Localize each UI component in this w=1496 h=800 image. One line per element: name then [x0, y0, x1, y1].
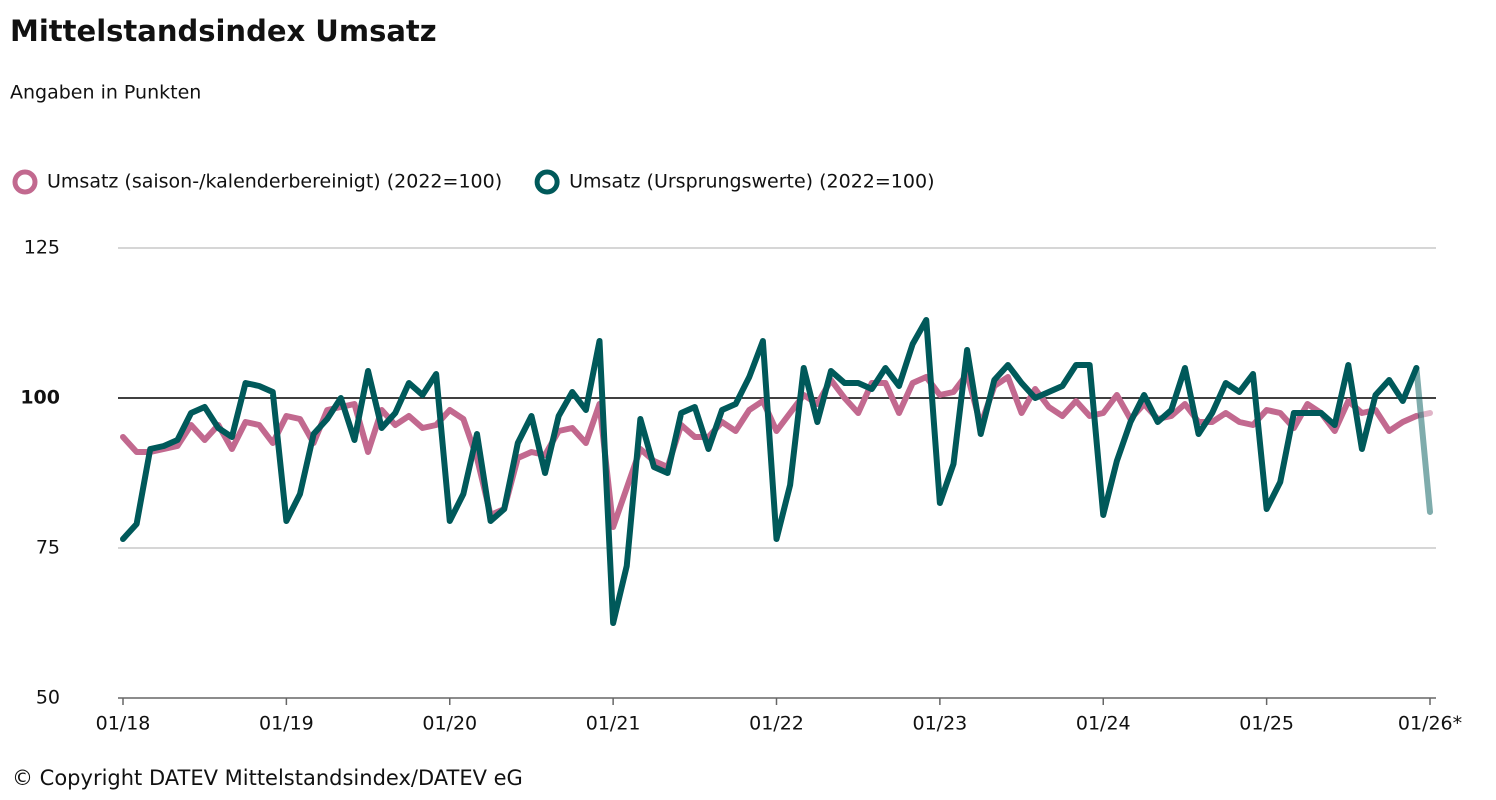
y-tick-label: 100: [20, 387, 60, 409]
series-line-projected: [1413, 365, 1433, 515]
legend-marker: [12, 169, 38, 195]
source: © Copyright DATEV Mittelstandsindex/DATE…: [12, 766, 523, 790]
x-tick-label: 01/20: [422, 713, 477, 735]
x-tick-label: 01/26*: [1398, 713, 1462, 735]
chart-title: Mittelstandsindex Umsatz: [10, 14, 437, 48]
legend-marker: [534, 169, 560, 195]
x-tick-label: 01/21: [586, 713, 641, 735]
x-tick-label: 01/18: [96, 713, 151, 735]
x-tick-label: 01/23: [912, 713, 967, 735]
y-tick-label: 125: [24, 237, 60, 259]
y-tick-label: 75: [36, 537, 60, 559]
y-tick-label: 50: [36, 687, 60, 709]
x-tick-label: 01/22: [749, 713, 804, 735]
x-tick-label: 01/19: [259, 713, 314, 735]
legend-label: Umsatz (saison-/kalenderbereinigt) (2022…: [47, 171, 502, 193]
x-tick-label: 01/25: [1239, 713, 1294, 735]
x-tick-label: 01/24: [1076, 713, 1131, 735]
legend-label: Umsatz (Ursprungswerte) (2022=100): [569, 171, 934, 193]
chart-subtitle: Angaben in Punkten: [10, 82, 201, 104]
series-line: [120, 317, 1420, 626]
